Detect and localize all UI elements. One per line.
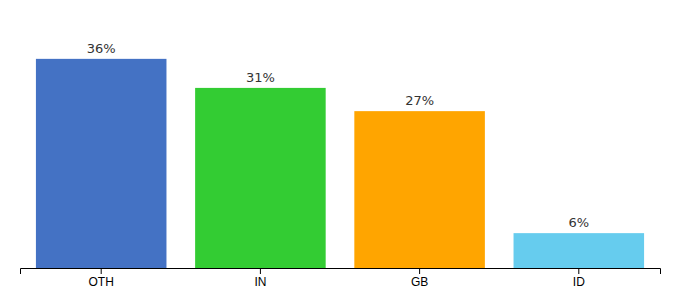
tick-mark — [260, 268, 261, 274]
tick-label: ID — [573, 275, 585, 289]
plot: 36% 31% 27% 6% OTH IN GB ID — [21, 41, 661, 289]
tick-mark — [578, 268, 579, 274]
data-labels: 36% 31% 27% 6% — [87, 41, 589, 230]
tick-mark — [101, 268, 102, 274]
bar — [354, 111, 485, 268]
tick-label: OTH — [89, 275, 114, 289]
tick: OTH — [89, 268, 114, 289]
data-label: 6% — [568, 215, 589, 230]
tick-mark — [419, 268, 420, 274]
bar — [36, 59, 167, 268]
axis-line — [21, 269, 661, 275]
tick-label: IN — [254, 275, 266, 289]
data-label: 27% — [405, 93, 434, 108]
chart: 36% 31% 27% 6% OTH IN GB ID — [0, 0, 680, 300]
tick-label: GB — [411, 275, 428, 289]
bars — [36, 59, 644, 268]
tick: IN — [254, 268, 266, 289]
tick: ID — [573, 268, 585, 289]
x-axis: OTH IN GB ID — [21, 268, 661, 289]
data-label: 31% — [246, 70, 275, 85]
bar — [195, 88, 326, 268]
tick: GB — [411, 268, 428, 289]
data-label: 36% — [87, 41, 116, 56]
bar — [514, 233, 645, 268]
